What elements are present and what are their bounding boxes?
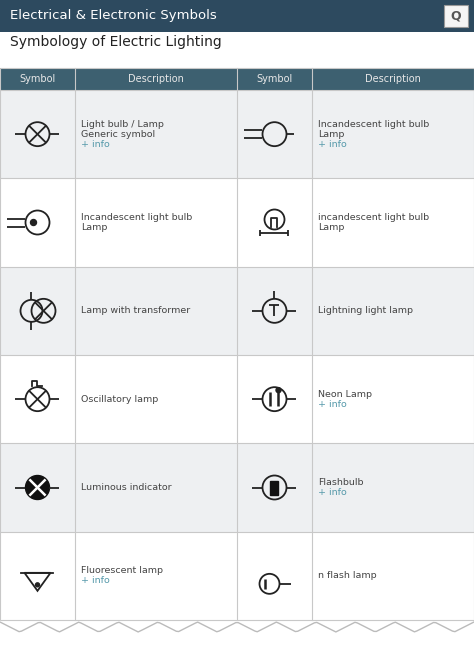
Text: Incandescent light bulb: Incandescent light bulb [81,213,192,222]
Circle shape [30,219,36,225]
Text: + info: + info [81,576,110,585]
Text: Lightning light lamp: Lightning light lamp [318,306,413,315]
Text: Q: Q [451,9,461,22]
Text: Lamp: Lamp [318,129,345,139]
Text: + info: + info [318,399,347,409]
Text: Luminous indicator: Luminous indicator [81,483,172,492]
Bar [0,178,474,267]
Text: Lamp: Lamp [81,223,108,232]
Bar [75,68,237,90]
Text: n flash lamp: n flash lamp [318,572,377,580]
Bar [0,355,474,443]
Text: Incandescent light bulb: Incandescent light bulb [318,120,429,129]
Bar [0,532,474,620]
Text: Oscillatory lamp: Oscillatory lamp [81,395,158,403]
Text: Description: Description [128,74,184,84]
Circle shape [36,583,39,587]
Circle shape [26,476,49,499]
Text: Symbol: Symbol [256,74,292,84]
Text: + info: + info [318,488,347,497]
Text: Symbology of Electric Lighting: Symbology of Electric Lighting [10,35,222,49]
Text: Lamp: Lamp [318,223,345,232]
Bar [312,68,474,90]
Text: + info: + info [81,140,110,148]
Bar [271,480,279,495]
Text: Lamp with transformer: Lamp with transformer [81,306,190,315]
Bar [0,267,474,355]
Bar [0,68,75,90]
Text: Generic symbol: Generic symbol [81,129,155,139]
Bar [237,68,312,90]
Text: Fluorescent lamp: Fluorescent lamp [81,566,163,576]
Text: Symbol: Symbol [19,74,55,84]
Text: Flashbulb: Flashbulb [318,478,364,487]
Text: + info: + info [318,140,347,148]
Bar [0,90,474,178]
Text: Neon Lamp: Neon Lamp [318,390,372,399]
Text: Description: Description [365,74,421,84]
Bar [0,443,474,532]
Text: Electrical & Electronic Symbols: Electrical & Electronic Symbols [10,9,217,22]
Text: Light bulb / Lamp: Light bulb / Lamp [81,120,164,129]
Bar [444,5,468,27]
Bar [0,68,474,620]
Text: incandescent light bulb: incandescent light bulb [318,213,429,222]
Circle shape [276,388,281,393]
Bar [0,0,474,32]
